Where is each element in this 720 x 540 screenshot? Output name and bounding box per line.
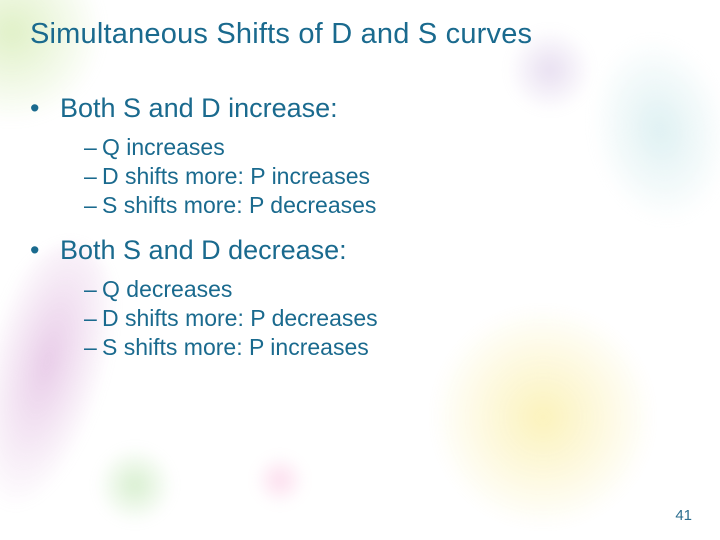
dash-icon: – bbox=[84, 276, 102, 303]
bullet-icon: • bbox=[30, 93, 60, 124]
bullet-level2: –S shifts more: P increases bbox=[84, 334, 690, 361]
bullet-level2: –D shifts more: P decreases bbox=[84, 305, 690, 332]
dash-icon: – bbox=[84, 334, 102, 361]
bullet-text: Q decreases bbox=[102, 276, 232, 302]
slide-title: Simultaneous Shifts of D and S curves bbox=[30, 18, 690, 51]
bullet-icon: • bbox=[30, 235, 60, 266]
bullet-text: S shifts more: P decreases bbox=[102, 192, 376, 218]
bullet-text: Both S and D increase: bbox=[60, 93, 338, 123]
bullet-level2: –Q decreases bbox=[84, 276, 690, 303]
bullet-text: D shifts more: P decreases bbox=[102, 305, 378, 331]
bullet-text: Both S and D decrease: bbox=[60, 235, 347, 265]
dash-icon: – bbox=[84, 305, 102, 332]
bullet-level2: –D shifts more: P increases bbox=[84, 163, 690, 190]
bullet-level2: –S shifts more: P decreases bbox=[84, 192, 690, 219]
slide-content: Simultaneous Shifts of D and S curves •B… bbox=[0, 0, 720, 540]
bullet-text: S shifts more: P increases bbox=[102, 334, 369, 360]
dash-icon: – bbox=[84, 134, 102, 161]
bullet-level1: •Both S and D increase: bbox=[30, 93, 690, 124]
page-number: 41 bbox=[675, 507, 692, 524]
dash-icon: – bbox=[84, 192, 102, 219]
bullet-text: Q increases bbox=[102, 134, 225, 160]
bullet-level2: –Q increases bbox=[84, 134, 690, 161]
bullet-level1: •Both S and D decrease: bbox=[30, 235, 690, 266]
dash-icon: – bbox=[84, 163, 102, 190]
bullet-text: D shifts more: P increases bbox=[102, 163, 370, 189]
